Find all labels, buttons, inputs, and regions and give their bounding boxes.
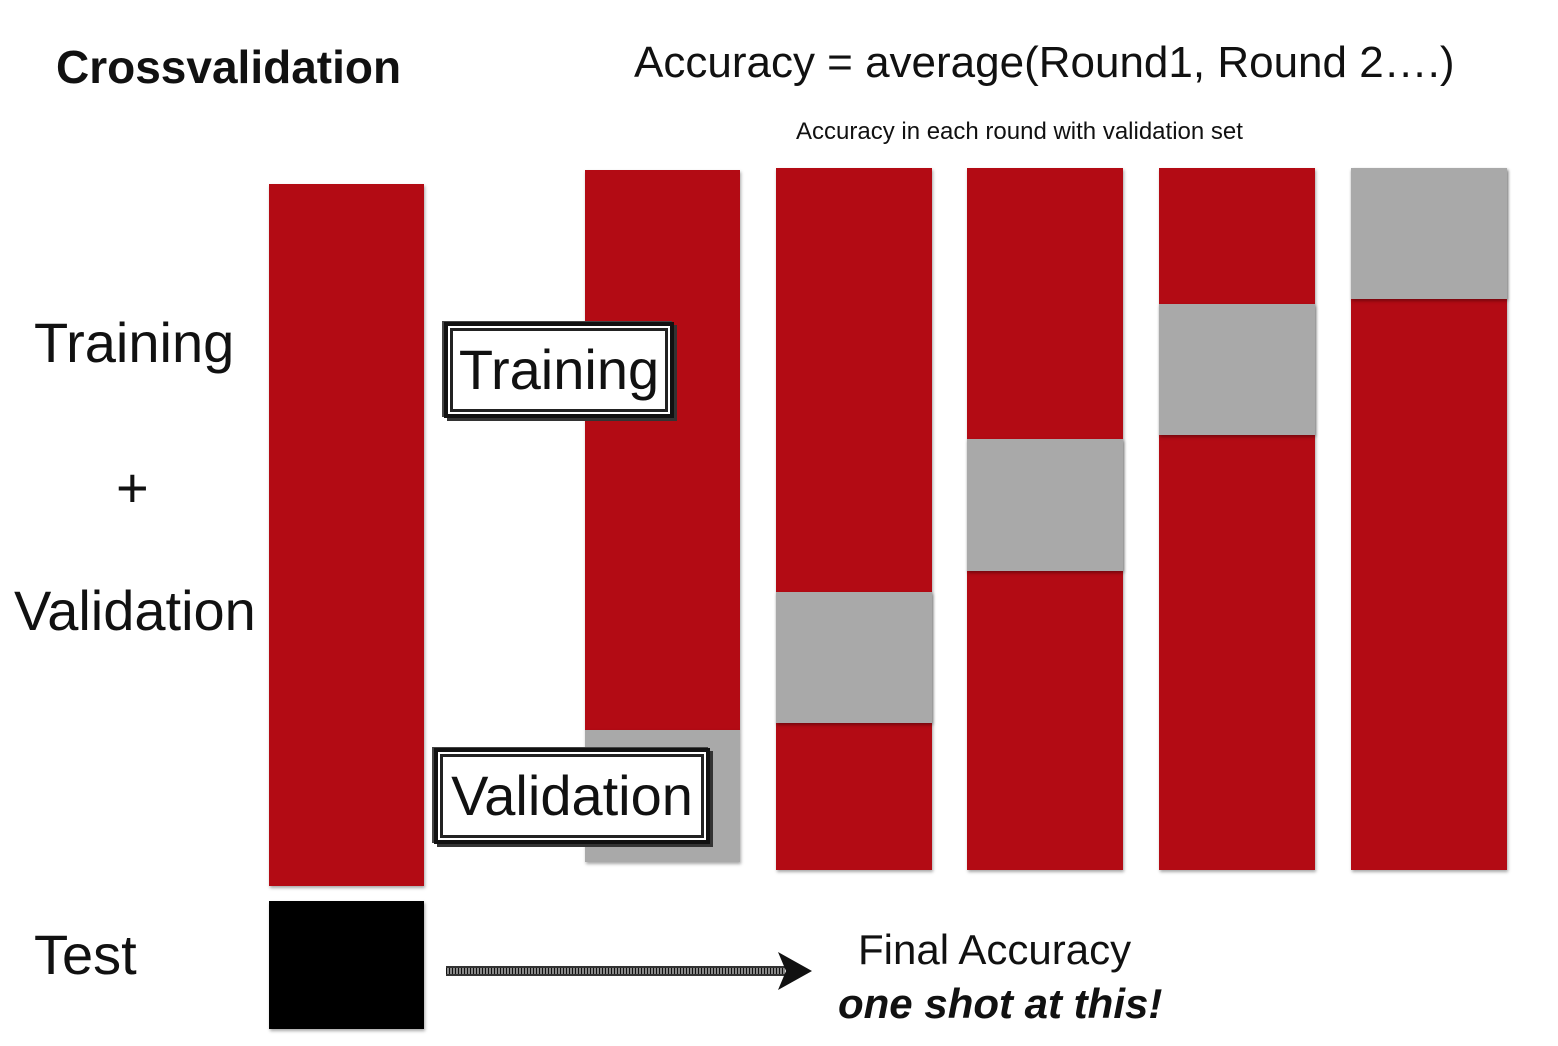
training-callout: Training	[444, 322, 674, 418]
round-4-validation-segment	[1159, 304, 1315, 435]
diagram-title: Crossvalidation	[56, 41, 402, 93]
left-label-plus: +	[116, 456, 149, 519]
training-callout-text: Training	[458, 338, 660, 401]
round-1-bar	[585, 170, 740, 730]
test-data-block	[269, 901, 424, 1029]
round-2-bar	[776, 168, 932, 870]
full-data-bar	[269, 184, 424, 886]
round-4-bar	[1159, 168, 1315, 870]
one-shot-note: one shot at this!	[838, 980, 1163, 1027]
left-label-test: Test	[34, 923, 137, 986]
validation-callout-text: Validation	[451, 764, 693, 827]
round-3-validation-segment	[967, 439, 1123, 571]
final-accuracy-label: Final Accuracy	[858, 926, 1132, 973]
rounds-subtitle: Accuracy in each round with validation s…	[796, 118, 1243, 145]
round-5-validation-segment	[1351, 168, 1507, 299]
test-arrow	[446, 952, 812, 990]
validation-callout: Validation	[434, 748, 710, 844]
left-label-training: Training	[34, 311, 235, 374]
accuracy-formula: Accuracy = average(Round1, Round 2….)	[634, 38, 1455, 87]
left-label-validation: Validation	[14, 579, 256, 642]
round-2-validation-segment	[776, 592, 932, 723]
